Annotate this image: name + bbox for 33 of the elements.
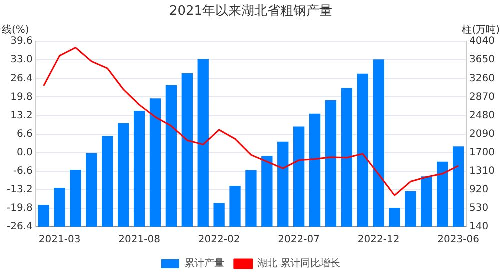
y-tick-label: 0.0 xyxy=(16,147,33,158)
y-tick-label: 19.8 xyxy=(10,92,33,103)
y2-tick-label: 3650 xyxy=(470,54,496,66)
y-tick-label: 33.0 xyxy=(10,54,33,66)
y2-tick-label: 1310 xyxy=(470,166,496,177)
y-tick-label: -6.6 xyxy=(13,166,33,177)
y2-tick-label: 530 xyxy=(470,203,489,214)
y-tick-label: 39.6 xyxy=(10,36,33,48)
y2-tick-label: 2090 xyxy=(470,128,496,140)
y2-tick-label: 1700 xyxy=(470,147,496,158)
y2-tick-label: 2870 xyxy=(470,92,496,103)
y2-tick-label: 4040 xyxy=(470,36,496,48)
y-tick-label: 6.6 xyxy=(16,128,33,140)
x-tick-label: 2023-06 xyxy=(438,234,480,246)
y2-tick-label: 140 xyxy=(470,222,489,233)
y2-tick-label: 2480 xyxy=(470,110,496,122)
y2-tick-label: 920 xyxy=(470,184,489,196)
y-tick-label: 13.2 xyxy=(10,110,33,122)
legend-label: 湖北 累计同比增长 xyxy=(257,258,341,270)
x-tick-label: 2021-08 xyxy=(118,234,160,246)
x-tick-label: 2021-03 xyxy=(38,234,81,246)
y-axis-title: 线(%) xyxy=(2,24,30,36)
y-tick-label: -26.4 xyxy=(7,222,33,233)
x-tick-label: 2022-12 xyxy=(358,234,400,246)
y-tick-label: -13.2 xyxy=(7,184,33,196)
chart-title: 2021年以来湖北省粗钢产量 xyxy=(169,4,333,20)
legend-label: 累计产量 xyxy=(184,258,224,270)
y2-tick-label: 3260 xyxy=(470,73,496,84)
x-tick-label: 2022-02 xyxy=(198,234,240,246)
x-tick-label: 2022-07 xyxy=(278,234,320,246)
y-tick-label: -19.8 xyxy=(7,203,33,214)
y-tick-label: 26.4 xyxy=(10,73,33,84)
y2-axis-title: 柱(万吨) xyxy=(462,24,500,36)
